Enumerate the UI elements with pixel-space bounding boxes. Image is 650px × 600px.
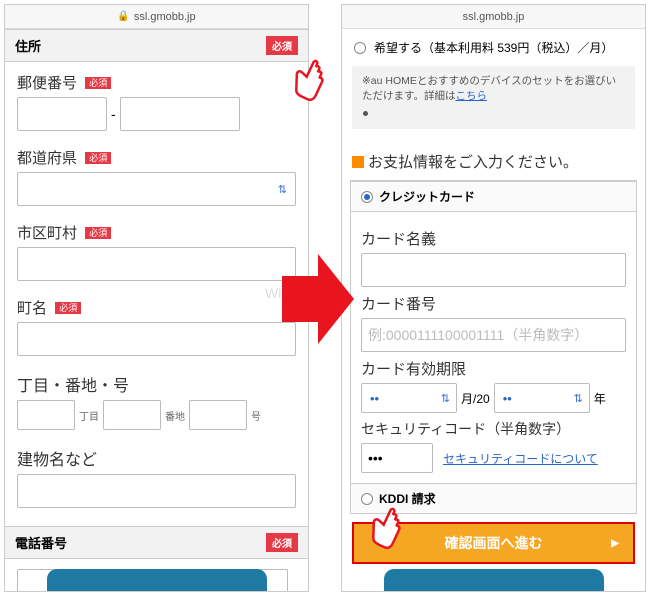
option-label: 希望する（基本利用料 539円（税込）／月） [374,39,613,56]
payment-title: お支払情報をご入力ください。 [342,135,645,180]
radio-unchecked-icon[interactable] [354,42,366,54]
card-name-input[interactable] [361,253,626,287]
building-label: 建物名など [17,446,296,470]
triangle-right-icon: ▶ [611,538,619,549]
section-header-address: 住所 必須 [5,29,308,62]
progress-pill[interactable] [384,569,604,591]
square-icon [352,156,364,168]
month-sep: 月/20 [461,390,490,407]
card-number-input[interactable] [361,318,626,352]
field-town: 町名 必須 [5,287,308,362]
postal-input-1[interactable] [17,97,107,131]
field-postal: 郵便番号 必須 - [5,62,308,137]
card-section: クレジットカード カード名義 カード番号 カード有効期限 •• ⇅ 月/20 [350,180,637,514]
town-label: 町名 [17,300,47,317]
banchi-unit: 番地 [165,408,185,423]
chevron-updown-icon: ⇅ [573,392,582,405]
postal-input-2[interactable] [120,97,240,131]
pointer-hand-icon [363,504,409,550]
required-inline: 必須 [55,302,81,314]
chome-input[interactable] [17,400,75,430]
city-label: 市区町村 [17,225,77,242]
section-header-phone: 電話番号 必須 [5,526,308,559]
confirm-label: 確認画面へ進む [445,533,543,553]
chome-unit: 丁目 [79,408,99,423]
postal-label: 郵便番号 [17,75,77,92]
card-number-label: カード番号 [361,293,626,314]
go-unit: 号 [251,408,261,423]
banchi-input[interactable] [103,400,161,430]
radio-unchecked-icon[interactable] [361,493,373,505]
progress-pill[interactable] [47,569,267,591]
required-inline: 必須 [85,77,111,89]
field-prefecture: 都道府県 必須 ⇅ [5,137,308,212]
cc-header-label: クレジットカード [379,188,475,205]
sec-label: セキュリティコード（半角数字） [361,419,626,439]
city-input[interactable] [17,247,296,281]
url-text: ssl.gmobb.jp [134,11,196,23]
radio-header-cc[interactable]: クレジットカード [351,181,636,212]
card-name-label: カード名義 [361,228,626,249]
section-title: 住所 [15,36,41,55]
prefecture-label: 都道府県 [17,150,77,167]
sec-input[interactable] [361,443,433,473]
note-box: ※au HOMEとおすすめのデバイスのセットをお選びいただけます。詳細はこちら [352,66,635,129]
radio-checked-icon[interactable] [361,191,373,203]
town-input[interactable] [17,322,296,356]
phone-left: 🔒 ssl.gmobb.jp 住所 必須 郵便番号 必須 - [4,4,309,592]
chevron-updown-icon: ⇅ [441,392,450,405]
field-city: 市区町村 必須 [5,212,308,287]
note-text: ※au HOMEとおすすめのデバイスのセットをお選びいただけます。詳細は [362,75,616,102]
go-input[interactable] [189,400,247,430]
url-bar: ssl.gmobb.jp [342,5,645,29]
lock-icon: 🔒 [117,11,129,22]
expiry-year-select[interactable]: •• ⇅ [494,383,590,413]
field-building: 建物名など [5,436,308,514]
required-badge: 必須 [266,36,298,55]
year-suffix: 年 [594,390,606,407]
phone-section-title: 電話番号 [15,533,67,552]
block-label: 丁目・番地・号 [17,372,296,396]
prefecture-select[interactable]: ⇅ [17,172,296,206]
option-row[interactable]: 希望する（基本利用料 539円（税込）／月） [342,29,645,60]
card-expiry-label: カード有効期限 [361,358,626,379]
expiry-month-select[interactable]: •• ⇅ [361,383,457,413]
sec-link[interactable]: セキュリティコードについて [443,450,598,467]
url-text: ssl.gmobb.jp [463,11,525,23]
required-badge: 必須 [266,533,298,552]
note-link[interactable]: こちら [455,90,487,102]
url-bar: 🔒 ssl.gmobb.jp [5,5,308,29]
arrow-right-icon [282,254,354,344]
building-input[interactable] [17,474,296,508]
dash: - [111,106,116,122]
required-inline: 必須 [85,227,111,239]
field-block: 丁目・番地・号 丁目 番地 号 [5,362,308,436]
pointer-hand-icon [286,56,332,102]
chevron-updown-icon: ⇅ [278,183,287,196]
required-inline: 必須 [85,152,111,164]
